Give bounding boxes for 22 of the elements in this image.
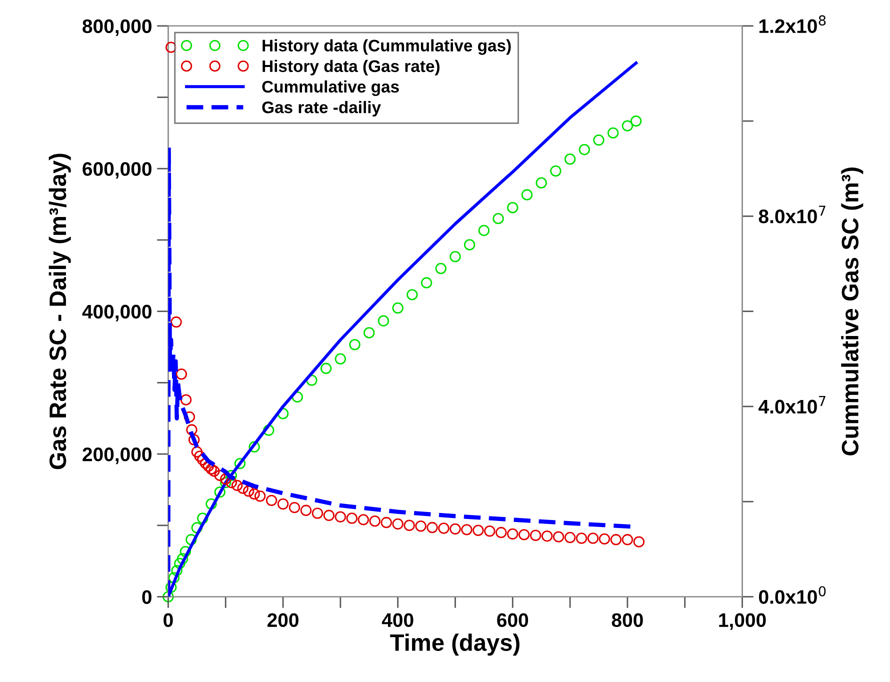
y-tick-label: 200,000 <box>82 448 152 464</box>
y2-tick-label: 4.0x10$^{7}$ <box>758 396 826 414</box>
x-tick-label: 600 <box>497 613 528 628</box>
x-axis-title: Time (days) <box>390 634 520 656</box>
y2-tick-label: 1.2x10$^{8}$ <box>759 15 826 34</box>
y-axis-title: Gas Rate SC - Daily (m³/day) <box>48 154 71 470</box>
y2-tick-label: 0.0x10$^{0}$ <box>759 586 826 604</box>
legend-label: History data (Cummulative gas) <box>262 39 511 55</box>
legend-label: History data (Gas rate) <box>262 60 440 76</box>
y-tick-label: 800,000 <box>82 19 152 36</box>
x-tick-label: 1,000 <box>719 613 766 630</box>
y-tick-label: 0 <box>142 590 152 604</box>
legend-label: Gas rate -dailiy <box>262 101 381 117</box>
y-tick-label: 600,000 <box>82 162 152 179</box>
y2-axis-title: Cummulative Gas SC (m³) <box>841 168 864 456</box>
x-tick-label: 0 <box>164 613 173 628</box>
x-tick-label: 800 <box>612 613 643 628</box>
x-tick-label: 400 <box>382 613 414 628</box>
y2-tick-label: 8.0x10$^{7}$ <box>758 206 826 224</box>
y-tick-label: 400,000 <box>82 304 152 322</box>
x-tick-label: 200 <box>267 613 298 628</box>
legend-label: Cummulative gas <box>262 80 399 96</box>
